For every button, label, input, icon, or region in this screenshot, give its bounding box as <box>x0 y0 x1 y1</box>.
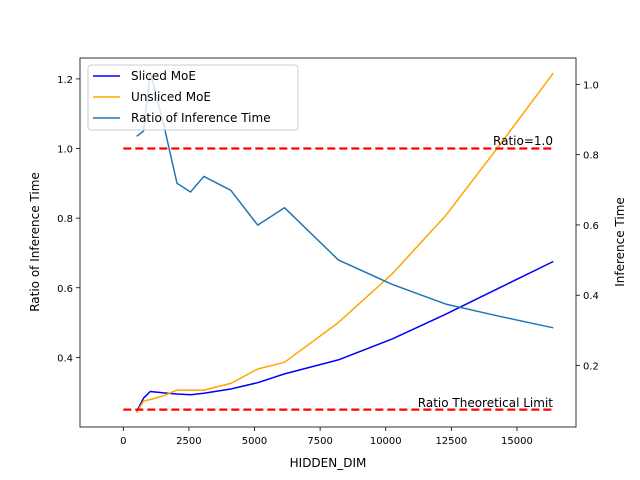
x-tick-label-1: 2500 <box>176 436 201 447</box>
legend-box <box>87 64 299 131</box>
y-right-tick-label-0: 0.2 <box>583 362 599 373</box>
legend-label-ratio: Ratio of Inference Time <box>131 111 271 125</box>
legend-label-sliced: Sliced MoE <box>131 69 196 83</box>
x-tick-label-4: 10000 <box>370 436 402 447</box>
y-left-tick-label-0: 0.4 <box>57 353 73 364</box>
legend: Sliced MoE Unsliced MoE Ratio of Inferen… <box>87 64 299 131</box>
y-axis-label-right: Inference Time <box>613 197 627 287</box>
y-right-tick-label-2: 0.6 <box>583 221 599 232</box>
y-left-tick-label-1: 0.6 <box>57 284 73 295</box>
y-right-tick-label-4: 1.0 <box>583 80 599 91</box>
y-left-tick-label-4: 1.2 <box>57 75 73 86</box>
x-tick-label-2: 5000 <box>242 436 267 447</box>
x-tick-label-6: 15000 <box>501 436 533 447</box>
ref-label-ratio-1: Ratio=1.0 <box>493 134 553 148</box>
series-line-0 <box>136 260 554 412</box>
x-tick-label-0: 0 <box>120 436 126 447</box>
x-tick-label-3: 7500 <box>307 436 332 447</box>
axes-ticks: 0 2500 5000 7500 10000 12500 15000 0.4 0.6 0.8 1.0… <box>57 75 599 447</box>
legend-label-unsliced: Unsliced MoE <box>131 90 211 104</box>
y-right-tick-label-1: 0.4 <box>583 291 599 302</box>
series-line-1 <box>136 72 554 413</box>
y-axis-label-left: Ratio of Inference Time <box>28 172 42 312</box>
plot-area-border <box>79 57 577 428</box>
x-tick-label-5: 12500 <box>435 436 467 447</box>
y-left-tick-label-3: 1.0 <box>57 145 73 156</box>
y-right-tick-label-3: 0.8 <box>583 151 599 162</box>
ref-label-theoretical-limit: Ratio Theoretical Limit <box>418 396 554 410</box>
x-axis-label: HIDDEN_DIM <box>290 456 367 470</box>
plot-frame <box>79 57 577 428</box>
y-left-tick-label-2: 0.8 <box>57 214 73 225</box>
